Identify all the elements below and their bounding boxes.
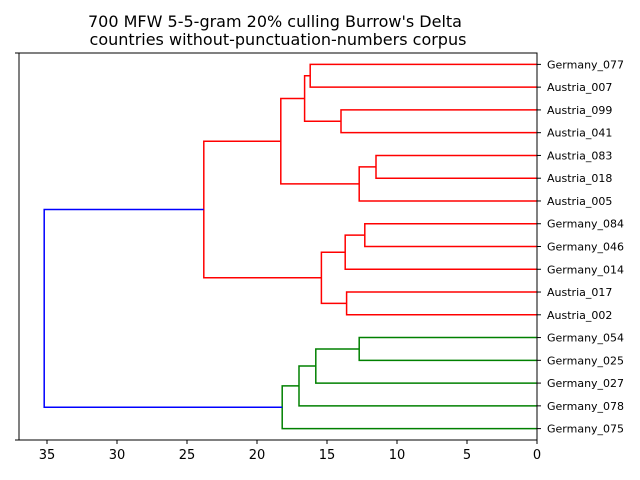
chart-title-line-1: 700 MFW 5-5-gram 20% culling Burrow's De… xyxy=(88,12,462,31)
x-tick-label: 35 xyxy=(39,448,56,463)
x-axis: 35 30 25 20 15 10 5 0 xyxy=(15,52,541,463)
leaf-label: Austria_002 xyxy=(547,309,612,322)
x-tick-label: 10 xyxy=(389,448,406,463)
leaf-label: Germany_078 xyxy=(547,400,624,413)
leaf-label: Austria_083 xyxy=(547,149,612,162)
dendrogram-link-1 xyxy=(340,109,537,134)
leaf-labels: Germany_077 Austria_007 Austria_099 Austria… xyxy=(537,58,624,436)
leaf-label: Germany_075 xyxy=(547,423,624,436)
leaf-label: Germany_054 xyxy=(547,332,624,345)
dendrogram-link-0 xyxy=(309,63,537,88)
dendrogram-link-12 xyxy=(315,348,537,384)
x-tick-label: 0 xyxy=(533,448,541,463)
dendrogram-link-13 xyxy=(298,365,537,407)
leaf-label: Austria_007 xyxy=(547,81,612,94)
dendrogram-link-10 xyxy=(203,140,322,279)
leaf-label: Germany_084 xyxy=(547,218,624,231)
x-tick-label: 25 xyxy=(179,448,196,463)
dendrogram-link-4 xyxy=(358,166,537,202)
leaf-label: Germany_027 xyxy=(547,377,624,390)
dendrogram-link-11 xyxy=(358,336,537,362)
leaf-label: Austria_018 xyxy=(547,172,612,185)
leaf-label: Germany_014 xyxy=(547,263,624,276)
x-tick-label: 20 xyxy=(249,448,266,463)
leaf-label: Germany_025 xyxy=(547,354,624,367)
dendrogram-link-9 xyxy=(320,251,347,305)
leaf-label: Austria_005 xyxy=(547,195,612,208)
leaf-label: Germany_046 xyxy=(547,241,624,254)
x-tick-label: 15 xyxy=(319,448,336,463)
dendrogram-link-14 xyxy=(281,385,537,430)
dendrogram-link-15 xyxy=(43,208,283,409)
dendrogram-links xyxy=(43,63,537,430)
dendrogram-link-8 xyxy=(345,291,537,316)
dendrogram-link-3 xyxy=(375,154,537,179)
dendrogram-link-7 xyxy=(344,234,537,271)
dendrogram-link-5 xyxy=(280,97,360,185)
leaf-label: Germany_077 xyxy=(547,58,624,71)
chart-title-line-2: countries without-punctuation-numbers co… xyxy=(90,30,467,49)
leaf-label: Austria_099 xyxy=(547,104,612,117)
dendrogram-link-6 xyxy=(364,222,537,248)
leaf-label: Austria_017 xyxy=(547,286,612,299)
x-tick-label: 30 xyxy=(109,448,126,463)
leaf-label: Austria_041 xyxy=(547,127,612,140)
x-tick-label: 5 xyxy=(463,448,471,463)
